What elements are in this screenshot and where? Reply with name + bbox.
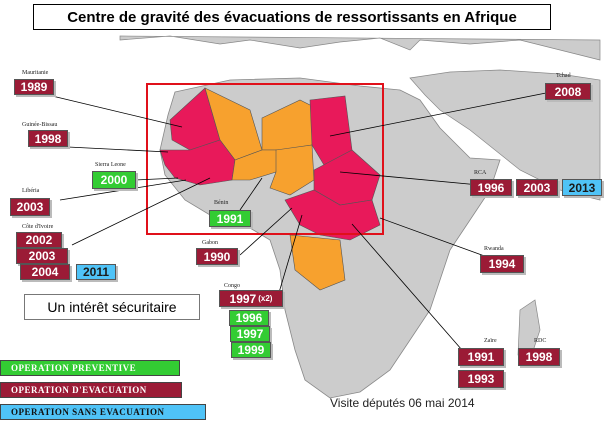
leader-lines <box>47 92 547 351</box>
label-rdc: RDC <box>534 338 547 344</box>
tag-sierra-leone-year: 2000 <box>92 171 136 189</box>
footer-caption: Visite députés 06 mai 2014 <box>330 396 475 410</box>
tag-cote-ivoire-2011: 2011 <box>76 264 116 280</box>
tag-cote-ivoire-2004: 2004 <box>20 264 70 280</box>
label-congo: Congo <box>224 283 241 289</box>
tag-benin-year: 1991 <box>209 210 251 227</box>
label-rwanda: Rwanda <box>484 246 504 252</box>
label-guinee-bissau: Guinée-Bissau <box>22 122 58 128</box>
tag-rwanda-year: 1994 <box>480 255 524 273</box>
label-tchad: Tchad <box>556 73 571 79</box>
nigeria-region <box>269 144 315 196</box>
focus-frame <box>146 83 384 235</box>
tag-congo-1996: 1996 <box>229 310 269 326</box>
angola-region <box>289 234 346 291</box>
tag-cote-ivoire-2003: 2003 <box>16 248 68 264</box>
tag-rca-2013: 2013 <box>562 179 602 196</box>
tag-congo-1997-x2: 1997 (x2) <box>219 290 283 307</box>
label-gabon: Gabon <box>202 240 218 246</box>
tag-tchad-year: 2008 <box>545 83 591 100</box>
label-liberia: Libéria <box>22 188 40 194</box>
tag-zaire-1993: 1993 <box>458 370 504 388</box>
tag-zaire-1991: 1991 <box>458 348 504 366</box>
label-benin: Bénin <box>214 200 229 206</box>
tag-rca-2003: 2003 <box>516 179 558 196</box>
security-note: Un intérêt sécuritaire <box>24 294 200 320</box>
tag-congo-multiplier: (x2) <box>258 294 273 303</box>
tag-congo-1999: 1999 <box>231 342 271 358</box>
tag-congo-1997: 1997 <box>230 326 270 342</box>
label-zaire: Zaïre <box>484 338 497 344</box>
tag-rca-1996: 1996 <box>470 179 512 196</box>
map-title: Centre de gravité des évacuations de res… <box>33 4 551 30</box>
tag-liberia-year: 2003 <box>10 198 50 216</box>
madagascar <box>517 299 541 361</box>
label-cote-ivoire: Côte d'Ivoire <box>22 224 54 230</box>
tag-mauritanie-year: 1989 <box>14 79 54 95</box>
tag-rdc-year: 1998 <box>518 348 560 366</box>
tag-cote-ivoire-2002: 2002 <box>16 232 62 248</box>
legend-sans-evacuation: OPERATION SANS EVACUATION <box>0 404 206 420</box>
legend-preventive: OPERATION PREVENTIVE <box>0 360 180 376</box>
label-sierra-leone: Sierra Leone <box>95 162 126 168</box>
label-mauritanie: Mauritanie <box>22 70 49 76</box>
middle-east-landmass <box>409 69 601 201</box>
europe-landmass <box>119 35 601 61</box>
legend-evacuation: OPERATION D'EVACUATION <box>0 382 182 398</box>
tag-congo-1997-year: 1997 <box>229 291 257 306</box>
label-rca: RCA <box>474 170 487 176</box>
tag-gabon-year: 1990 <box>196 248 238 265</box>
tag-guinee-bissau-year: 1998 <box>28 130 68 147</box>
congo-region <box>284 189 381 241</box>
